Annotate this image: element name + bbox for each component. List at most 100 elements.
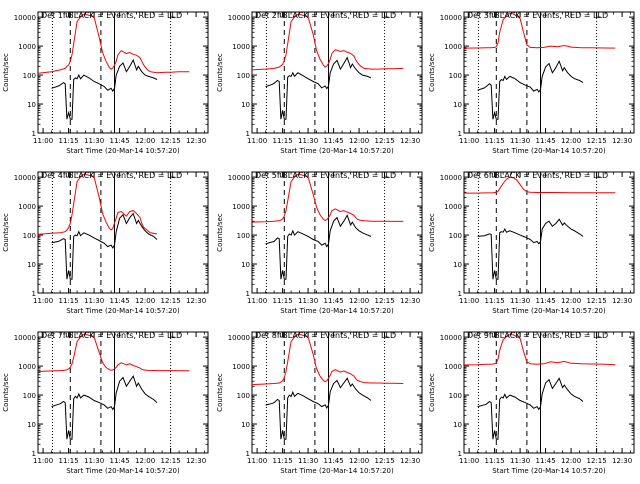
y-axis-label: Counts/sec: [2, 53, 10, 92]
y-tick-label: 1: [246, 130, 250, 138]
x-tick-label: 11:00: [459, 297, 479, 305]
x-tick-label: 12:00: [561, 137, 581, 145]
x-tick-label: 11:45: [536, 297, 556, 305]
x-tick-label: 11:30: [84, 137, 104, 145]
x-axis-label: Start Time (20-Mar-14 10:57:20): [492, 307, 606, 315]
y-tick-label: 10: [453, 421, 462, 429]
panel-det-4f: 1 10 100 1000 10000 11:00 11:15 11:30 11:45 12:00…: [2, 171, 209, 315]
interval-bracket-left: [491, 173, 497, 178]
x-tick-label: 11:30: [84, 297, 104, 305]
y-axis-label: Counts/sec: [2, 213, 10, 252]
interval-bracket-right: [170, 173, 175, 178]
x-tick-label: 11:00: [33, 457, 53, 465]
events-series-line: [265, 377, 372, 440]
y-tick-label: 1000: [18, 363, 36, 371]
marker-lines: [265, 332, 386, 453]
panel-det-2f: 1 10 100 1000 10000 11:00 11:15 11:30 11:45 12:00…: [216, 11, 423, 155]
y-tick-label: 10000: [228, 174, 250, 182]
x-tick-label: 11:15: [273, 457, 293, 465]
panel-title: Det 6f BLACK = Events, RED = LLD: [467, 171, 608, 180]
plot-frame: [463, 331, 635, 454]
x-tick-label: 12:00: [349, 297, 369, 305]
panel-det-9f: 1 10 100 1000 10000 11:00 11:15 11:30 11:45 12:00…: [428, 331, 635, 475]
y-tick-label: 10000: [14, 334, 36, 342]
panel-det-6f: 1 10 100 1000 10000 11:00 11:15 11:30 11:45 12:00…: [428, 171, 635, 315]
lld-series-line: [464, 13, 616, 49]
x-tick-label: 11:15: [59, 137, 79, 145]
x-tick-label: 12:15: [587, 297, 607, 305]
y-tick-label: 100: [449, 392, 462, 400]
x-tick-label: 12:15: [161, 297, 181, 305]
x-tick-label: 12:30: [400, 137, 420, 145]
y-tick-label: 1: [458, 290, 462, 298]
x-tick-label: 12:00: [561, 457, 581, 465]
x-tick-label: 11:45: [324, 137, 344, 145]
y-tick-label: 1: [32, 130, 36, 138]
x-tick-label: 11:45: [324, 297, 344, 305]
x-tick-label: 11:00: [247, 457, 267, 465]
marker-lines: [477, 12, 598, 133]
interval-bracket-right: [170, 13, 175, 18]
x-tick-label: 11:00: [247, 137, 267, 145]
y-tick-label: 10: [453, 101, 462, 109]
y-tick-label: 10000: [440, 174, 462, 182]
panel-title: Det 4f BLACK = Events, RED = LLD: [41, 171, 182, 180]
interval-bracket-left: [65, 173, 71, 178]
x-tick-label: 11:45: [110, 457, 130, 465]
x-tick-label: 12:30: [186, 137, 206, 145]
y-axis-label: Counts/sec: [216, 213, 224, 252]
plot-frame: [37, 11, 209, 134]
x-axis-label: Start Time (20-Mar-14 10:57:20): [280, 467, 394, 475]
panel-det-7f: 1 10 100 1000 10000 11:00 11:15 11:30 11:45 12:00…: [2, 331, 209, 475]
y-tick-label: 100: [449, 72, 462, 80]
y-tick-label: 1000: [232, 363, 250, 371]
x-tick-label: 11:15: [273, 137, 293, 145]
y-tick-label: 1: [246, 290, 250, 298]
marker-lines: [265, 172, 386, 293]
x-tick-label: 12:15: [375, 457, 395, 465]
series-group: [38, 174, 158, 280]
y-tick-label: 10000: [228, 334, 250, 342]
interval-bracket-left: [491, 333, 497, 338]
y-axis-label: Counts/sec: [428, 53, 436, 92]
x-tick-label: 11:30: [510, 457, 530, 465]
y-tick-label: 100: [23, 232, 36, 240]
x-tick-label: 11:30: [84, 457, 104, 465]
x-tick-label: 11:00: [33, 137, 53, 145]
y-tick-label: 1: [246, 450, 250, 458]
x-tick-label: 11:15: [485, 297, 505, 305]
x-tick-label: 12:00: [349, 137, 369, 145]
lld-series-line: [38, 174, 158, 235]
plot-frame: [251, 171, 423, 294]
marker-lines: [51, 172, 172, 293]
series-group: [464, 13, 616, 120]
x-axis-label: Start Time (20-Mar-14 10:57:20): [66, 307, 180, 315]
interval-bracket-right: [170, 333, 175, 338]
x-axis-label: Start Time (20-Mar-14 10:57:20): [492, 467, 606, 475]
x-tick-label: 11:45: [536, 137, 556, 145]
lld-series-line: [252, 174, 404, 223]
y-tick-label: 10000: [228, 14, 250, 22]
y-tick-label: 10: [241, 261, 250, 269]
panel-det-5f: 1 10 100 1000 10000 11:00 11:15 11:30 11:45 12:00…: [216, 171, 423, 315]
events-series-line: [51, 212, 158, 280]
x-tick-label: 12:30: [612, 137, 632, 145]
x-tick-label: 11:30: [298, 297, 318, 305]
y-tick-label: 1000: [444, 43, 462, 51]
y-tick-label: 1000: [232, 43, 250, 51]
interval-bracket-left: [279, 173, 285, 178]
lld-series-line: [38, 14, 190, 74]
y-tick-label: 1000: [18, 43, 36, 51]
x-tick-label: 11:30: [298, 137, 318, 145]
interval-bracket-left: [279, 333, 285, 338]
y-tick-label: 1000: [444, 203, 462, 211]
panel-title: Det 7f BLACK = Events, RED = LLD: [41, 331, 182, 340]
x-tick-label: 11:00: [247, 297, 267, 305]
x-tick-label: 12:00: [135, 457, 155, 465]
y-axis-label: Counts/sec: [216, 373, 224, 412]
y-axis-label: Counts/sec: [428, 373, 436, 412]
x-tick-label: 12:30: [400, 297, 420, 305]
events-series-line: [51, 58, 158, 120]
panel-title: Det 3f BLACK = Events, RED = LLD: [467, 11, 608, 20]
x-tick-label: 12:00: [135, 137, 155, 145]
